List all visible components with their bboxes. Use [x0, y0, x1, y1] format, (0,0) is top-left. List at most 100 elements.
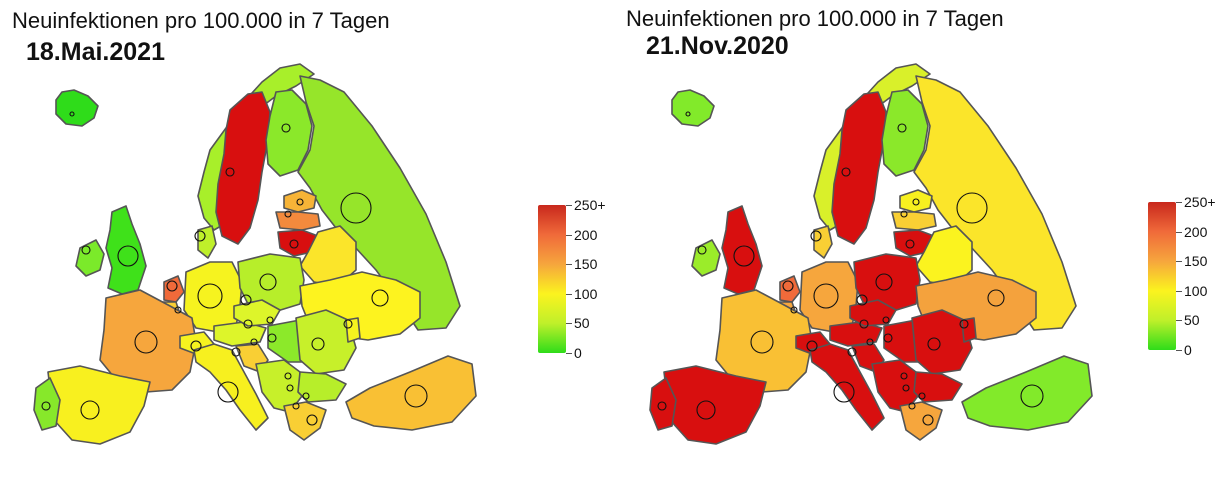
population-circle — [243, 319, 253, 329]
country-italy — [809, 343, 885, 431]
country-estonia — [283, 189, 317, 213]
population-circle — [284, 372, 292, 380]
country-moldova — [345, 317, 361, 343]
legend-gradient-bar — [1148, 202, 1176, 350]
population-circle — [833, 381, 855, 403]
country-sweden — [215, 91, 271, 245]
population-circle — [292, 402, 300, 410]
population-circle — [231, 347, 241, 357]
legend-tick — [566, 264, 572, 265]
europe-map — [649, 63, 1093, 445]
country-bulgaria — [297, 371, 347, 403]
legend-tick — [566, 353, 572, 354]
legend-tick — [566, 294, 572, 295]
legend-tick — [1176, 232, 1182, 233]
legend-label: 100 — [1184, 283, 1208, 299]
population-circle — [240, 294, 252, 306]
legend-label: 0 — [574, 345, 582, 361]
population-circle — [866, 338, 874, 346]
country-spain — [663, 365, 767, 445]
population-circle — [302, 392, 310, 400]
legend-tick — [566, 235, 572, 236]
country-netherlands — [779, 275, 801, 303]
legend-tick — [1176, 320, 1182, 321]
country-greece — [283, 401, 327, 441]
country-romania — [295, 309, 357, 375]
country-finland — [881, 89, 929, 177]
country-finland — [265, 89, 313, 177]
legend-tick — [1176, 261, 1182, 262]
population-circle — [81, 245, 91, 255]
population-circle — [284, 210, 292, 218]
legend-label: 0 — [1184, 342, 1192, 358]
population-circle — [343, 319, 353, 329]
population-circle — [1020, 384, 1044, 408]
population-circle — [190, 340, 202, 352]
country-france — [715, 289, 813, 393]
country-estonia — [899, 189, 933, 213]
population-circle — [841, 167, 851, 177]
country-iceland — [671, 89, 715, 127]
country-ireland — [691, 239, 721, 277]
country-turkey — [345, 355, 477, 431]
country-turkey — [961, 355, 1093, 431]
country-greece — [899, 401, 943, 441]
population-circle — [912, 198, 920, 206]
legend-label: 100 — [574, 286, 598, 302]
population-circle — [900, 210, 908, 218]
population-circle — [250, 338, 258, 346]
population-circle — [810, 230, 822, 242]
population-circle — [134, 330, 158, 354]
population-circle — [685, 111, 691, 117]
country-portugal — [33, 377, 61, 431]
population-circle — [80, 400, 100, 420]
population-circle — [790, 306, 798, 314]
country-portugal — [649, 377, 677, 431]
country-uk — [105, 205, 147, 295]
population-circle — [296, 198, 304, 206]
population-circle — [117, 245, 139, 267]
population-circle — [281, 123, 291, 133]
map-panel-may-2021: Neuinfektionen pro 100.000 in 7 Tagen 18… — [12, 8, 606, 445]
legend-tick — [566, 323, 572, 324]
population-circle — [69, 111, 75, 117]
country-latvia — [891, 211, 937, 231]
legend-tick — [1176, 202, 1182, 203]
population-circle — [657, 401, 667, 411]
legend-label: 200 — [1184, 224, 1208, 240]
population-circle — [918, 392, 926, 400]
country-italy — [193, 343, 269, 431]
population-circle — [174, 306, 182, 314]
population-circle — [696, 400, 716, 420]
country-netherlands — [163, 275, 185, 303]
population-circle — [697, 245, 707, 255]
population-circle — [289, 239, 299, 249]
country-latvia — [275, 211, 321, 231]
population-circle — [908, 402, 916, 410]
population-circle — [900, 372, 908, 380]
population-circle — [217, 381, 239, 403]
legend-label: 50 — [1184, 312, 1200, 328]
europe-map — [33, 63, 477, 445]
legend-tick — [566, 205, 572, 206]
population-circle — [959, 319, 969, 329]
country-denmark — [813, 225, 833, 259]
country-bulgaria — [913, 371, 963, 403]
map-title: Neuinfektionen pro 100.000 in 7 Tagen — [626, 6, 1004, 31]
population-circle — [750, 330, 774, 354]
map-panel-nov-2020: Neuinfektionen pro 100.000 in 7 Tagen 21… — [616, 0, 1232, 477]
population-circle — [259, 273, 277, 291]
population-circle — [166, 280, 178, 292]
population-circle — [875, 273, 893, 291]
population-circle — [782, 280, 794, 292]
population-circle — [813, 283, 839, 309]
legend-label: 250+ — [574, 197, 606, 213]
map-date: 18.Mai.2021 — [26, 38, 165, 66]
population-circle — [847, 347, 857, 357]
population-circle — [225, 167, 235, 177]
country-sweden — [831, 91, 887, 245]
population-circle — [340, 192, 372, 224]
population-circle — [927, 337, 941, 351]
legend-label: 150 — [574, 256, 598, 272]
population-circle — [905, 239, 915, 249]
